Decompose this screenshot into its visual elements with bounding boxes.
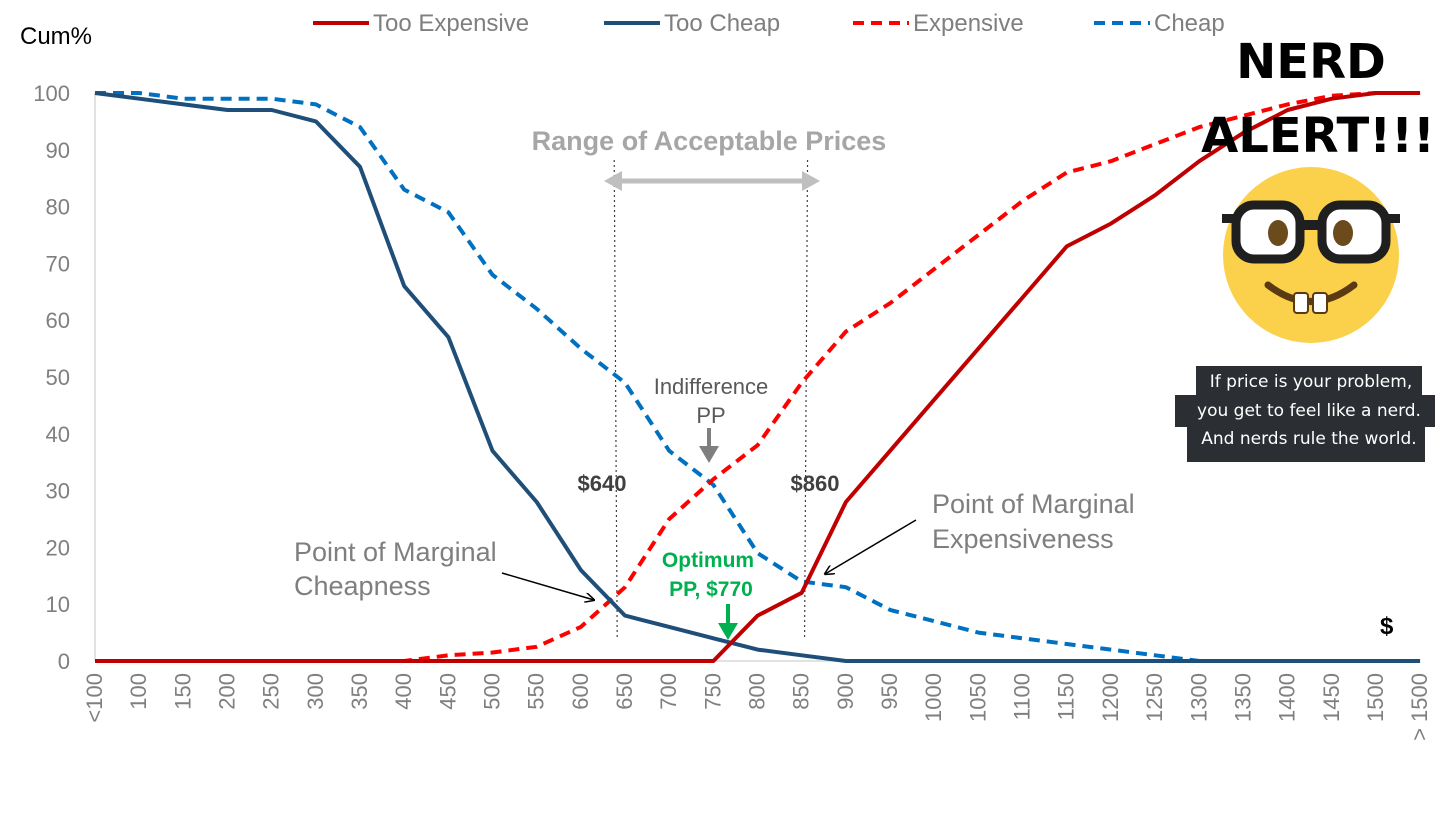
x-tick-label: 150: [170, 673, 195, 710]
x-tick-label: 1400: [1275, 673, 1300, 722]
nerd-alert-overlay: NERD ALERT!!! If price is your problem, …: [1175, 34, 1435, 462]
indifference-label-line2: PP: [696, 403, 725, 428]
marginal-expensiveness-label-line2: Expensiveness: [932, 524, 1114, 554]
y-tick-label: 0: [58, 649, 70, 674]
y-tick-label: 30: [46, 479, 70, 504]
x-tick-label: 400: [391, 673, 416, 710]
legend-label: Too Cheap: [664, 10, 780, 37]
legend-label: Too Expensive: [373, 10, 529, 37]
y-tick-label: 100: [33, 81, 70, 106]
x-tick-label: 750: [700, 673, 725, 710]
range-low-line: [613, 159, 618, 641]
marginal-expensiveness-label-line1: Point of Marginal: [932, 489, 1135, 519]
x-tick-label: 200: [215, 673, 240, 710]
legend: Too Expensive Too Cheap Expensive Cheap: [313, 10, 1225, 37]
x-tick-label: 1000: [921, 673, 946, 722]
caption-line2: you get to feel like a nerd.: [1197, 401, 1421, 421]
x-tick-label: > 1500: [1407, 673, 1432, 741]
x-tick-label: <100: [82, 673, 107, 723]
x-tick-label: 300: [303, 673, 328, 710]
legend-label: Cheap: [1154, 10, 1225, 37]
x-tick-label: 800: [745, 673, 770, 710]
x-axis-label: $: [1380, 613, 1394, 640]
x-tick-label: 1350: [1230, 673, 1255, 722]
y-tick-label: 10: [46, 592, 70, 617]
marginal-cheapness-arrow: [501, 572, 594, 600]
range-low-label: $640: [578, 471, 627, 496]
y-tick-label: 40: [46, 422, 70, 447]
caption-line1: If price is your problem,: [1210, 372, 1412, 392]
x-tick-label: 450: [435, 673, 460, 710]
y-tick-label: 50: [46, 365, 70, 390]
x-tick-label: 1450: [1319, 673, 1344, 722]
nerd-title-line2: ALERT!!!: [1201, 108, 1435, 164]
x-tick-label: 850: [789, 673, 814, 710]
range-double-arrow: [604, 171, 820, 191]
x-tick-label: 700: [656, 673, 681, 710]
indifference-arrow: [699, 428, 719, 463]
optimum-label-line2: PP, $770: [669, 578, 753, 601]
range-title: Range of Acceptable Prices: [532, 126, 887, 156]
y-tick-label: 20: [46, 535, 70, 560]
y-axis-label: Cum%: [20, 23, 92, 50]
range-high-label: $860: [791, 471, 840, 496]
optimum-arrow: [718, 604, 738, 640]
x-tick-label: 1250: [1142, 673, 1167, 722]
legend-label: Expensive: [913, 10, 1024, 37]
x-tick-label: 350: [347, 673, 372, 710]
x-tick-label: 250: [259, 673, 284, 710]
indifference-label-line1: Indifference: [654, 374, 769, 399]
y-tick-label: 80: [46, 195, 70, 220]
series-line-too-cheap: [94, 91, 1421, 663]
x-tick-label: 650: [612, 673, 637, 710]
x-tick-label: 100: [126, 673, 151, 710]
meme-caption: If price is your problem, you get to fee…: [1175, 366, 1435, 462]
range-high-line: [803, 159, 809, 641]
x-tick-label: 1150: [1054, 673, 1079, 720]
x-tick-label: 500: [480, 673, 505, 710]
x-tick-label: 950: [877, 673, 902, 710]
x-tick-label: 1300: [1186, 673, 1211, 722]
nerd-title-line1: NERD: [1236, 34, 1386, 90]
x-tick-labels: <100 100 150 200 250 300 350 400 450 500 550 600 650…: [82, 673, 1432, 741]
y-tick-labels: 0 10 20 30 40 50 60 70 80 90 100: [33, 81, 70, 674]
x-tick-label: 900: [833, 673, 858, 710]
marginal-cheapness-label-line2: Cheapness: [294, 571, 431, 601]
y-tick-label: 90: [46, 138, 70, 163]
x-tick-label: 1050: [965, 673, 990, 722]
x-tick-label: 600: [568, 673, 593, 710]
y-tick-label: 60: [46, 308, 70, 333]
y-tick-label: 70: [46, 251, 70, 276]
series-line-too-expensive: [95, 91, 1421, 663]
optimum-label-line1: Optimum: [662, 549, 754, 572]
x-tick-label: 1200: [1098, 673, 1123, 722]
marginal-expensiveness-arrow: [825, 519, 917, 574]
caption-line3: And nerds rule the world.: [1201, 429, 1416, 449]
marginal-cheapness-label-line1: Point of Marginal: [294, 537, 497, 567]
x-tick-label: 550: [524, 673, 549, 710]
series-lines: [94, 91, 1421, 663]
x-tick-label: 1500: [1363, 673, 1388, 722]
x-tick-label: 1100: [1010, 673, 1035, 720]
nerd-face-emoji-icon: [1222, 167, 1400, 343]
